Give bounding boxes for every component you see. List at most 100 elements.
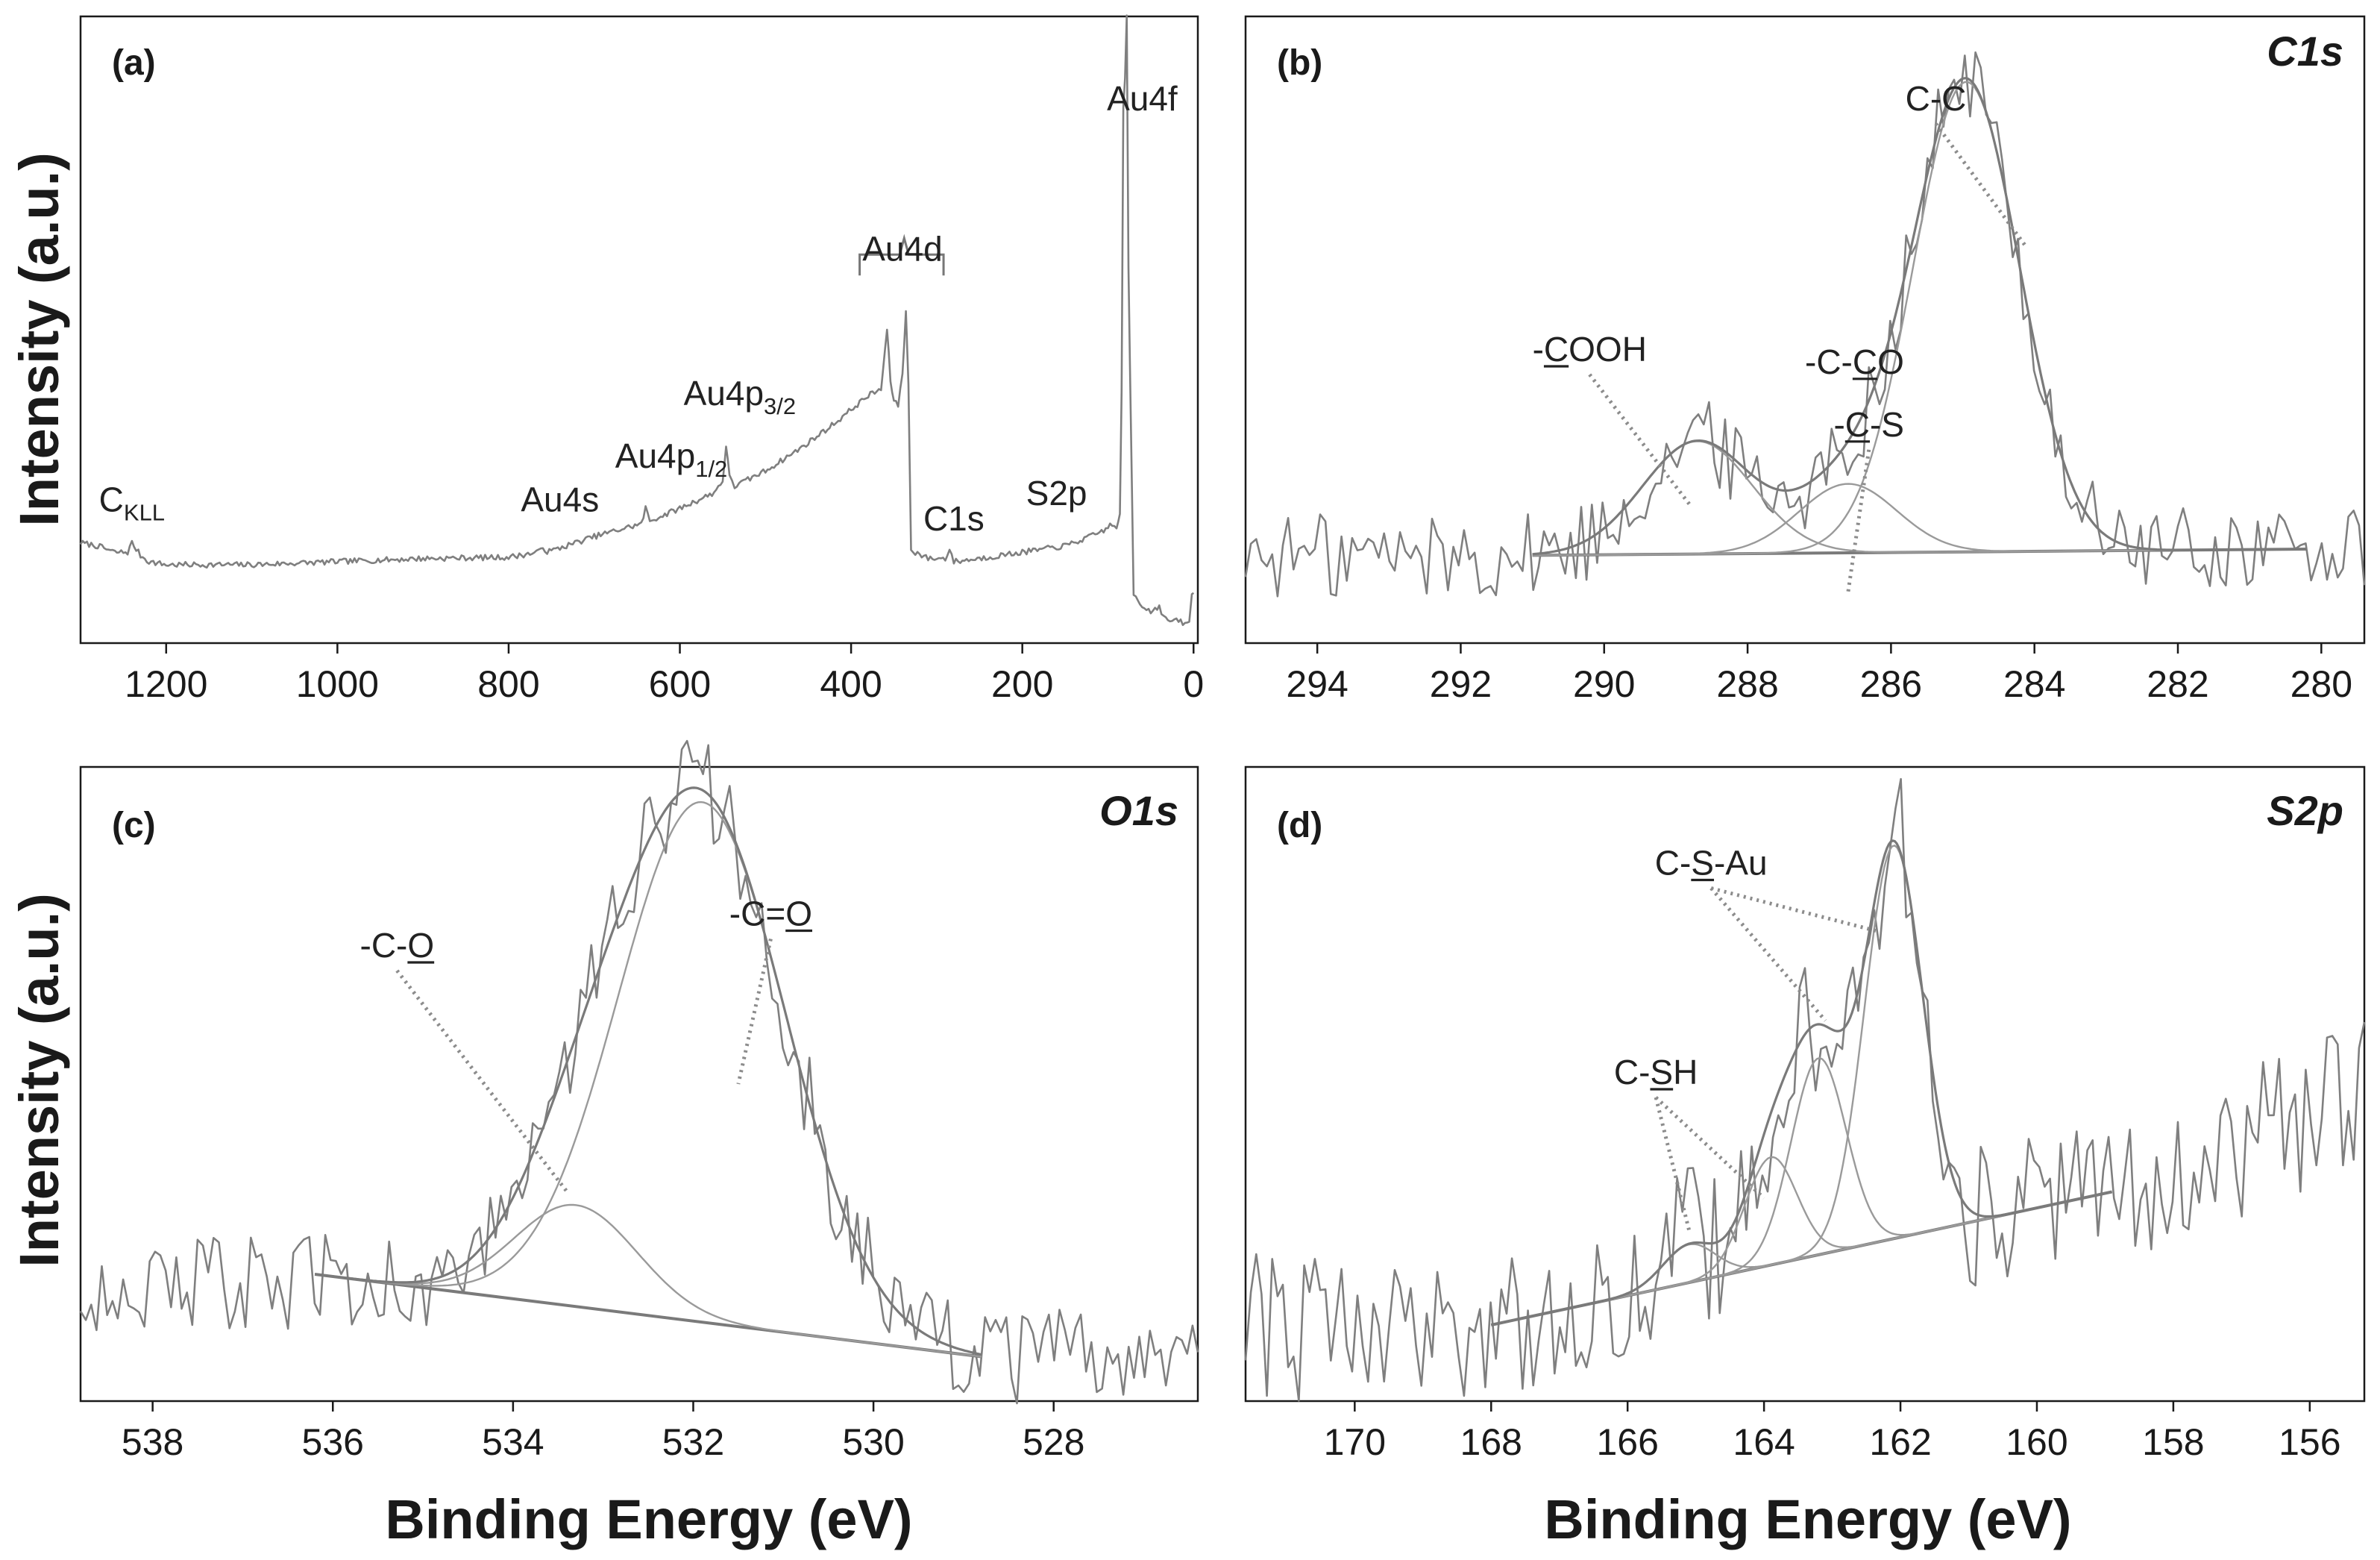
panel-a-peak-label: CKLL [99, 480, 165, 526]
panel-c-x-tick-label: 534 [482, 1421, 544, 1463]
panel-b-peak-label: -C-S [1833, 405, 1904, 444]
panel-b-peak-label: -C-CO [1805, 342, 1904, 381]
panel-d-x-tick-label: 156 [2279, 1421, 2340, 1463]
panel-b-peak-label: C-C [1906, 79, 1967, 118]
panel-d-leader-line [1654, 1096, 1765, 1200]
panel-a-annotations: Au4f Au4d Au4p3/2 Au4p1/2 Au4s CKLL C1s S2p [99, 79, 1178, 538]
panel-d-x-tick-label: 166 [1596, 1421, 1658, 1463]
panel-b-title: C1s [2267, 28, 2343, 75]
panel-d-envelope [1490, 839, 2112, 1326]
panel-b-x-tick-label: 288 [1716, 663, 1778, 705]
panel-a-x-tick-label: 1200 [125, 663, 207, 705]
panel-b-x-tick-label: 286 [1860, 663, 1922, 705]
panel-d-x-tick-label: 158 [2142, 1421, 2204, 1463]
panel-c-o1s: (c) O1s 538 536 534 532 530 528 -C-O -C=O [79, 739, 1199, 1463]
panel-c-series-measured [79, 739, 1199, 1405]
panel-c-plot-frame [79, 765, 1199, 1403]
panel-b-x-tick-label: 294 [1286, 663, 1348, 705]
panel-b-leader-line [1588, 373, 1692, 507]
panel-a-x-tick-label: 1000 [296, 663, 379, 705]
panel-d-annotations: C-S-Au C-SH [1614, 844, 1881, 1231]
panel-a-x-tick-label: 0 [1183, 663, 1204, 705]
panel-c-title: O1s [1099, 787, 1178, 834]
panel-c-leader-line [736, 938, 773, 1085]
panel-b-x-tick-label: 282 [2147, 663, 2208, 705]
panel-b-x-tick-label: 280 [2290, 663, 2352, 705]
panel-c-annotations: -C-O -C=O [360, 895, 813, 1194]
panel-c-peak-label: -C=O [729, 895, 812, 933]
panel-a-x-tick-label: 800 [477, 663, 539, 705]
panel-c-x-tick-label: 530 [842, 1421, 904, 1463]
panel-d-x-tick-label: 164 [1733, 1421, 1795, 1463]
panel-a-au4d-bracket [858, 234, 945, 276]
panel-d-peak-label: C-SH [1614, 1053, 1698, 1091]
panel-d-x-tick-label: 170 [1324, 1421, 1386, 1463]
panel-b-label: (b) [1277, 43, 1322, 83]
panel-d-x-tick-label: 160 [2006, 1421, 2067, 1463]
panel-c-component-0 [314, 1203, 982, 1358]
panel-b-leader-line [1934, 122, 2029, 250]
panel-a-peak-label: Au4s [521, 480, 599, 519]
panel-b-x-tick-label: 290 [1573, 663, 1635, 705]
panel-b-series-measured [1244, 51, 2366, 598]
panel-b-leader-line [1846, 449, 1871, 594]
panel-d-component-3 [1491, 844, 2112, 1326]
panel-b-x-ticks: 294 292 290 288 286 284 282 280 [1286, 643, 2352, 705]
panel-d-x-ticks: 170 168 166 164 162 160 158 156 [1324, 1401, 2341, 1463]
panel-d-x-tick-label: 168 [1460, 1421, 1522, 1463]
panel-b-component-0 [1532, 440, 2308, 555]
panel-b-annotations: C-C -COOH -C-CO -C-S [1533, 79, 2029, 594]
panel-b-peak-label: -COOH [1533, 330, 1647, 369]
panel-d-leader-line [1709, 886, 1827, 1022]
panel-c-envelope [314, 786, 982, 1356]
panel-c-x-tick-label: 532 [662, 1421, 724, 1463]
panel-a-traces [79, 14, 1195, 627]
panel-b-c1s: (b) C1s 294 292 290 288 286 284 282 280 C-C -COO… [1244, 15, 2366, 705]
panel-b-component-2 [1532, 81, 2308, 557]
panel-c-x-tick-label: 528 [1023, 1421, 1084, 1463]
panel-a-peak-label: S2p [1026, 474, 1087, 513]
panel-a-series-survey [79, 14, 1195, 627]
panel-d-s2p: (d) S2p 170 168 166 164 162 160 158 156 C-S-AuC… [1244, 765, 2366, 1463]
x-axis-title-left: Binding Energy (eV) [385, 1488, 912, 1550]
panel-b-traces [1244, 51, 2366, 598]
panel-d-component-2 [1491, 1056, 2112, 1326]
panel-d-label: (d) [1277, 806, 1322, 845]
panel-d-peak-label: C-S-Au [1655, 844, 1768, 883]
panel-a-peak-label: Au4p3/2 [684, 374, 797, 419]
panel-a-label: (a) [112, 43, 156, 83]
panel-c-peak-label: -C-O [360, 926, 435, 965]
panel-b-plot-frame [1244, 15, 2366, 645]
panel-d-leader-line [1710, 886, 1881, 934]
panel-c-component-1 [314, 801, 982, 1356]
panel-a-survey: (a) 1200 1000 800 600 400 200 0 Au4f Au4d Au4p3/… [79, 14, 1204, 705]
x-axis-title-right: Binding Energy (eV) [1544, 1488, 2071, 1550]
panel-d-series-measured [1244, 777, 2366, 1402]
panel-a-plot-frame [79, 15, 1199, 645]
panel-a-peak-label: Au4f [1107, 79, 1178, 118]
panel-a-peak-label: Au4d [862, 230, 942, 269]
panel-b-x-tick-label: 284 [2003, 663, 2065, 705]
panel-d-traces [1244, 777, 2366, 1402]
panel-a-x-tick-label: 200 [991, 663, 1053, 705]
panel-d-plot-frame [1244, 765, 2366, 1403]
panel-c-label: (c) [112, 806, 156, 845]
panel-d-leader-line [1654, 1097, 1691, 1231]
panel-c-leader-line [395, 969, 569, 1194]
panel-a-x-ticks: 1200 1000 800 600 400 200 0 [125, 643, 1204, 705]
y-axis-title-top: Intensity (a.u.) [8, 152, 70, 527]
panel-c-x-ticks: 538 536 534 532 530 528 [122, 1401, 1084, 1463]
panel-c-traces [79, 739, 1199, 1405]
panel-a-x-tick-label: 400 [820, 663, 882, 705]
panel-a-peak-label: C1s [923, 499, 985, 538]
panel-a-peak-label: Au4p1/2 [615, 436, 728, 482]
panel-d-title: S2p [2267, 787, 2343, 834]
panel-d-x-tick-label: 162 [1869, 1421, 1931, 1463]
y-axis-title-bottom: Intensity (a.u.) [8, 893, 70, 1268]
panel-b-x-tick-label: 292 [1430, 663, 1492, 705]
panel-c-x-tick-label: 538 [122, 1421, 183, 1463]
panel-c-x-tick-label: 536 [302, 1421, 364, 1463]
panel-b-envelope [1532, 77, 2308, 556]
panel-a-x-tick-label: 600 [649, 663, 711, 705]
